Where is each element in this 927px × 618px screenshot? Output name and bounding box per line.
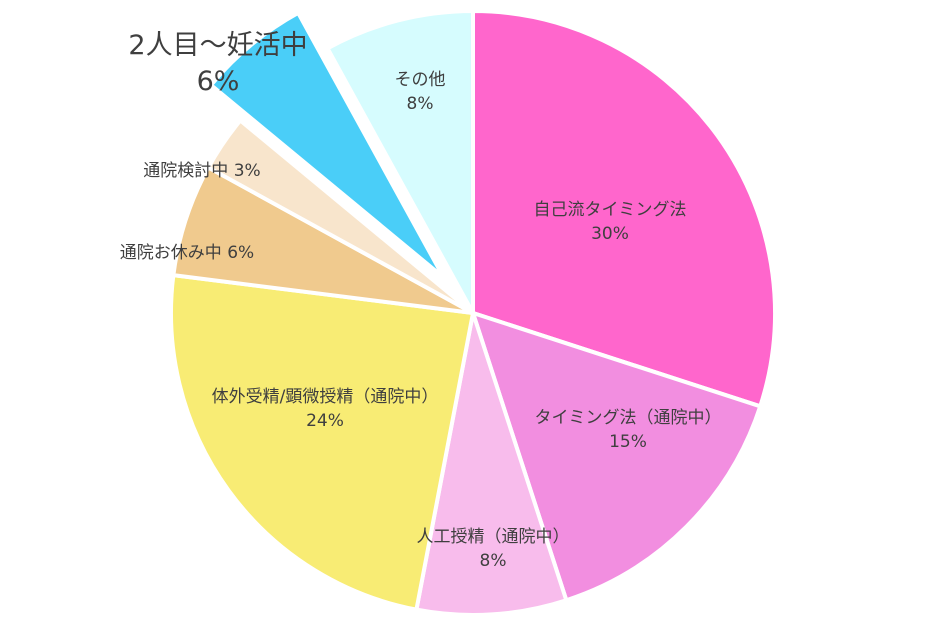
pie-slice-6: [208, 10, 446, 280]
label-clinic-break: 通院お休み中 6%: [119, 243, 255, 263]
pie-slice-7: [325, 9, 475, 315]
pie-slice-2: [414, 311, 569, 617]
pie-slice-3: [169, 273, 475, 612]
pie-slice-0: [471, 9, 777, 409]
label-timing-clinic: タイミング法（通院中） 15%: [534, 408, 722, 452]
label-considering-clinic: 通院検討中 3%: [143, 161, 261, 181]
label-second-child: 2人目～妊活中 6%: [128, 30, 308, 97]
label-ivf: 体外受精/顕微授精（通院中） 24%: [211, 387, 439, 431]
pie-slice-5: [206, 118, 475, 315]
label-other: その他 8%: [394, 70, 446, 114]
label-artificial-insemination: 人工授精（通院中） 8%: [416, 527, 570, 571]
label-self-timing: 自己流タイミング法 30%: [533, 200, 687, 244]
